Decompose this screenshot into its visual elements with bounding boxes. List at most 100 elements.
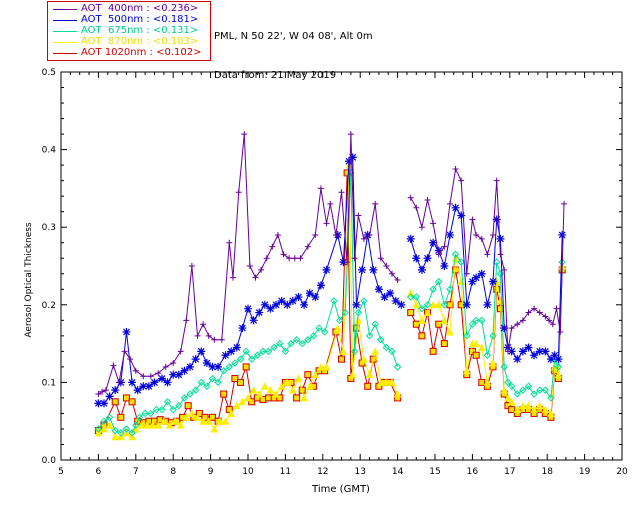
data-point (377, 336, 385, 344)
data-point (451, 250, 460, 259)
data-point (347, 131, 354, 138)
data-point (530, 390, 538, 398)
data-point (122, 394, 130, 402)
data-point (214, 378, 222, 387)
data-point (171, 417, 179, 425)
data-point (105, 392, 114, 401)
data-point (266, 304, 275, 313)
data-point (182, 413, 191, 421)
data-point (191, 355, 200, 364)
data-point (388, 378, 396, 386)
x-tick-label: 18 (541, 467, 553, 477)
data-point (191, 386, 200, 394)
data-point (365, 332, 374, 340)
data-point (440, 301, 449, 309)
data-point (478, 378, 486, 386)
data-point (322, 265, 331, 274)
data-point (394, 276, 401, 283)
data-point (374, 285, 383, 294)
data-point (550, 362, 559, 371)
data-point (200, 321, 207, 328)
data-point (304, 371, 312, 379)
data-point (294, 374, 303, 383)
data-point (197, 347, 206, 356)
data-point (286, 255, 293, 262)
series-line (410, 253, 563, 400)
data-point (489, 358, 497, 367)
y-tick-label: 0.3 (42, 223, 56, 233)
data-point (100, 399, 109, 408)
data-point (199, 417, 207, 425)
data-point (355, 212, 362, 219)
data-point (202, 359, 211, 367)
data-point (205, 332, 212, 339)
data-point (183, 317, 190, 324)
data-point (382, 343, 391, 352)
data-point (249, 386, 258, 394)
data-point (242, 347, 250, 356)
data-point (203, 382, 211, 390)
data-point (305, 382, 314, 390)
y-axis-title: Aerosol Optical Thickness (24, 222, 34, 338)
series-line (410, 206, 563, 361)
data-point (360, 235, 367, 242)
data-point (484, 251, 491, 258)
data-point (249, 316, 258, 325)
x-tick-label: 5 (58, 467, 64, 477)
data-point (546, 317, 553, 324)
data-point (163, 398, 172, 406)
data-point (100, 424, 108, 433)
data-point (269, 243, 276, 250)
x-tick-label: 20 (616, 467, 628, 477)
data-point (496, 234, 505, 243)
data-point (218, 336, 225, 343)
data-point (504, 378, 512, 387)
y-tick-label: 0.5 (42, 68, 56, 78)
data-point (434, 246, 443, 255)
data-point (227, 409, 235, 417)
y-tick-label: 0.1 (42, 378, 56, 388)
data-point (557, 328, 564, 335)
data-point (287, 339, 295, 348)
legend-entry-870nm: AOT 870nm : <0.103> (48, 36, 210, 47)
plot-border (60, 71, 623, 461)
data-point (483, 378, 492, 386)
data-point (412, 254, 421, 263)
series-line (410, 167, 565, 352)
data-point (232, 343, 241, 352)
data-point (266, 386, 275, 394)
data-point (488, 277, 497, 286)
data-point (261, 382, 269, 390)
data-point (211, 336, 218, 343)
data-point (297, 255, 304, 262)
data-point (500, 324, 509, 333)
data-point (163, 378, 172, 387)
data-point (128, 429, 136, 437)
data-point (135, 413, 144, 422)
data-point (137, 420, 146, 429)
data-point (283, 378, 292, 386)
x-tick-label: 12 (317, 467, 328, 477)
data-point (417, 265, 426, 274)
data-point (231, 359, 239, 367)
data-point (348, 370, 357, 379)
data-point (457, 258, 465, 266)
data-point (397, 300, 406, 309)
data-point (311, 293, 320, 302)
legend-label-500nm: AOT 500nm : <0.181> (81, 14, 199, 25)
data-point (504, 402, 512, 410)
data-point (174, 370, 183, 379)
site-location: PML, N 50 22', W 04 08', Alt 0m (214, 31, 373, 42)
data-point (169, 405, 177, 414)
data-point (554, 363, 563, 371)
x-tick-label: 10 (242, 467, 254, 477)
data-point (549, 321, 556, 328)
y-tick-label: 0.0 (42, 456, 57, 466)
data-point (208, 413, 216, 421)
data-point (350, 347, 359, 356)
data-point (339, 347, 348, 355)
data-point (95, 391, 102, 398)
data-point (102, 387, 109, 394)
data-point (554, 370, 563, 379)
data-point (317, 185, 324, 192)
